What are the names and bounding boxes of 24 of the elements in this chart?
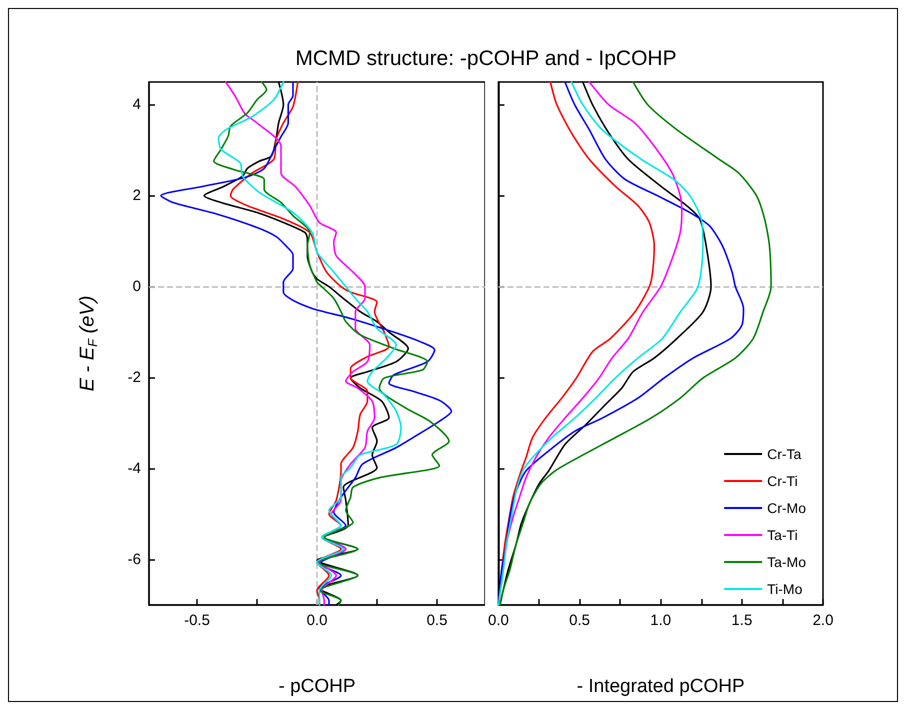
y-tick-label: 0	[132, 278, 141, 296]
y-tick-label: 2	[132, 187, 141, 204]
chart-title: MCMD structure: -pCOHP and - IpCOHP	[294, 47, 678, 71]
legend-label: Cr-Ta	[767, 446, 802, 462]
x-tick-label: 0.0	[488, 612, 509, 629]
x-tick-label: 0.0	[306, 612, 328, 629]
x-tick-label: 2.0	[812, 612, 834, 629]
y-tick-label: -6	[128, 551, 141, 568]
x-tick-label: 1.0	[650, 612, 672, 629]
legend-label: Ta-Ti	[767, 527, 798, 543]
y-tick-label: -2	[128, 369, 141, 386]
y-tick-label: -4	[128, 460, 141, 478]
legend-label: Cr-Mo	[767, 500, 806, 516]
legend-label: Ti-Mo	[767, 581, 803, 597]
x-tick-label: 1.5	[731, 612, 752, 629]
x-tick-label: 0.5	[426, 612, 448, 629]
legend-label: Ta-Mo	[767, 554, 806, 570]
x-axis-title: - pCOHP	[278, 676, 356, 697]
x-tick-label: 0.5	[569, 612, 590, 629]
x-axis-title: - Integrated pCOHP	[576, 676, 745, 697]
legend-label: Cr-Ti	[767, 473, 798, 489]
y-tick-label: 4	[132, 96, 141, 114]
x-tick-label: -0.5	[184, 612, 210, 629]
y-axis-title: E - EF (eV)	[76, 296, 100, 392]
